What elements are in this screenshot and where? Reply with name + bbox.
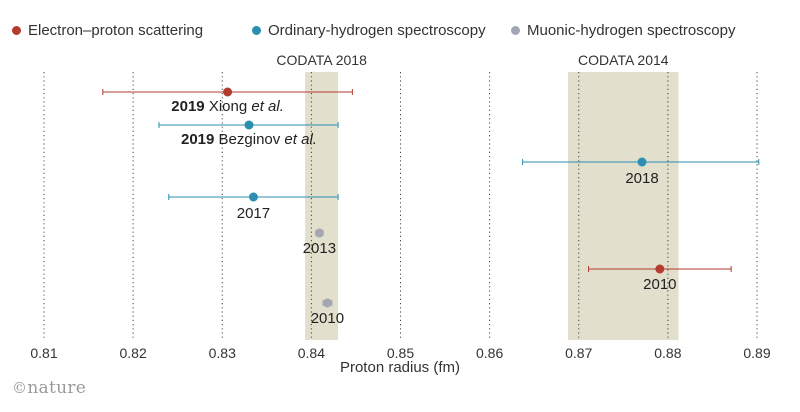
x-tick-label: 0.84 — [298, 345, 325, 361]
label-etal: et al. — [284, 131, 317, 148]
label-text: Bezginov — [214, 131, 284, 148]
legend-marker — [12, 26, 21, 35]
legend-item-electron-proton: Electron–proton scattering — [12, 22, 203, 39]
data-point — [637, 157, 647, 167]
copyright-symbol: © — [12, 379, 28, 397]
data-point — [314, 228, 324, 238]
codata-band-label: CODATA 2014 — [578, 52, 669, 68]
x-tick-label: 0.89 — [743, 345, 770, 361]
data-point — [655, 264, 665, 274]
data-point-label: 2019 Bezginov et al. — [181, 131, 317, 148]
legend-label: Electron–proton scattering — [28, 22, 204, 39]
label-year: 2019 — [181, 131, 214, 148]
legend-item-ordinary-hydrogen: Ordinary-hydrogen spectroscopy — [252, 22, 486, 39]
label-year: 2019 — [171, 98, 204, 115]
codata-band-label: CODATA 2018 — [276, 52, 367, 68]
legend-marker — [252, 26, 261, 35]
x-tick-label: 0.82 — [120, 345, 147, 361]
label-text: 2017 — [237, 205, 270, 222]
publisher-credit: ©nature — [12, 378, 86, 398]
legend: Electron–proton scattering Ordinary-hydr… — [0, 22, 800, 46]
label-text: 2018 — [625, 170, 658, 187]
data-point-label: 2019 Xiong et al. — [171, 98, 284, 115]
label-etal: et al. — [251, 98, 284, 115]
x-tick-label: 0.86 — [476, 345, 503, 361]
x-tick-label: 0.87 — [565, 345, 592, 361]
publisher-name: nature — [27, 378, 87, 398]
data-point-label: 2013 — [303, 240, 336, 257]
x-tick-label: 0.83 — [209, 345, 236, 361]
codata-band — [305, 72, 339, 340]
label-text: Xiong — [205, 98, 252, 115]
data-point — [248, 192, 258, 202]
data-point-label: 2010 — [311, 310, 344, 327]
legend-label: Muonic-hydrogen spectroscopy — [527, 22, 736, 39]
x-axis-label: Proton radius (fm) — [340, 359, 460, 376]
data-point — [244, 120, 254, 130]
data-point — [322, 298, 332, 308]
data-point-label: 2017 — [237, 205, 270, 222]
legend-item-muonic-hydrogen: Muonic-hydrogen spectroscopy — [511, 22, 735, 39]
label-text: 2013 — [303, 240, 336, 257]
data-point — [223, 87, 233, 97]
x-tick-label: 0.85 — [387, 345, 414, 361]
legend-label: Ordinary-hydrogen spectroscopy — [268, 22, 486, 39]
x-tick-label: 0.88 — [654, 345, 681, 361]
data-point-label: 2018 — [625, 170, 658, 187]
x-tick-label: 0.81 — [30, 345, 57, 361]
codata-band — [568, 72, 679, 340]
data-point-label: 2010 — [643, 276, 676, 293]
label-text: 2010 — [311, 310, 344, 327]
legend-marker — [511, 26, 520, 35]
label-text: 2010 — [643, 276, 676, 293]
